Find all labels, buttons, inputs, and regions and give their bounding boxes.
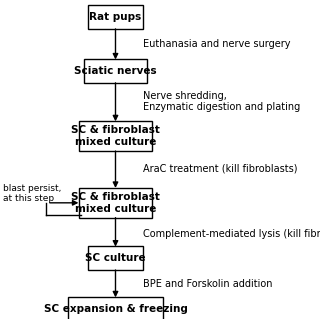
Text: SC & fibroblast
mixed culture: SC & fibroblast mixed culture xyxy=(71,192,160,214)
Text: blast persist,
at this step: blast persist, at this step xyxy=(3,184,61,203)
Text: SC & fibroblast
mixed culture: SC & fibroblast mixed culture xyxy=(71,125,160,147)
FancyBboxPatch shape xyxy=(84,59,148,83)
FancyBboxPatch shape xyxy=(68,297,164,320)
FancyBboxPatch shape xyxy=(79,121,152,151)
Text: BPE and Forskolin addition: BPE and Forskolin addition xyxy=(143,279,272,289)
Text: SC culture: SC culture xyxy=(85,253,146,263)
Text: Euthanasia and nerve surgery: Euthanasia and nerve surgery xyxy=(143,39,290,49)
Text: SC expansion & freezing: SC expansion & freezing xyxy=(44,304,188,314)
Text: AraC treatment (kill fibroblasts): AraC treatment (kill fibroblasts) xyxy=(143,164,297,174)
FancyBboxPatch shape xyxy=(88,5,143,29)
FancyBboxPatch shape xyxy=(88,246,143,270)
Text: Nerve shredding,
Enzymatic digestion and plating: Nerve shredding, Enzymatic digestion and… xyxy=(143,91,300,112)
Text: Rat pups: Rat pups xyxy=(89,12,142,22)
Text: Sciatic nerves: Sciatic nerves xyxy=(74,66,157,76)
Text: Complement-mediated lysis (kill fibro: Complement-mediated lysis (kill fibro xyxy=(143,228,320,239)
FancyBboxPatch shape xyxy=(79,188,152,218)
